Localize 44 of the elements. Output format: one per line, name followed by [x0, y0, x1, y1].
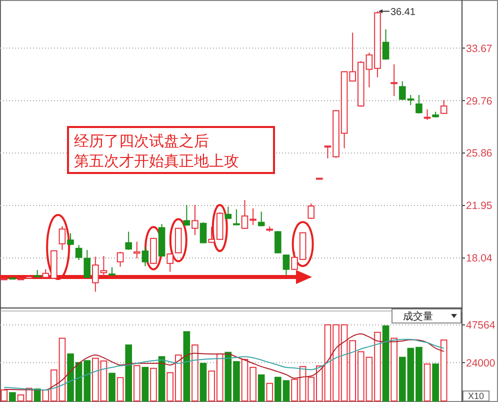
candlestick [440, 100, 448, 114]
bar [158, 356, 166, 402]
y-tick-label: 47564 [466, 320, 496, 332]
candlestick [84, 249, 91, 278]
y-tick-label: 33.67 [466, 42, 492, 55]
candlestick [274, 230, 282, 254]
candlestick [58, 226, 66, 250]
candlestick [424, 108, 431, 120]
y-tick-label: 25.86 [466, 148, 492, 160]
bar [432, 364, 439, 402]
y-axis-title: X10 [468, 391, 484, 402]
bar [200, 362, 207, 402]
candlestick [258, 211, 265, 227]
bar [108, 372, 116, 402]
y-tick-label: 18.04 [466, 252, 492, 265]
candlestick [192, 204, 198, 236]
candlestick [200, 222, 207, 244]
bar [142, 366, 149, 402]
bar [258, 374, 265, 402]
y-tick-label: 21.95 [466, 200, 492, 212]
candlestick [133, 241, 140, 259]
candlestick [166, 252, 174, 272]
candlestick [416, 94, 422, 114]
annotation: 第五次才开始真正地上攻 [74, 152, 239, 170]
candlestick [233, 208, 240, 226]
candlestick [142, 246, 149, 267]
candlestick [308, 203, 315, 220]
candlestick [125, 231, 132, 250]
candlestick [224, 206, 232, 220]
annotation: 36.41 [390, 6, 416, 18]
annotation: 成交量 [403, 310, 433, 322]
candlestick [282, 254, 290, 276]
y-tick-label: 29.76 [466, 95, 492, 108]
candlestick [390, 64, 398, 97]
bar [125, 344, 132, 402]
candlestick [75, 244, 82, 261]
candlestick [183, 204, 190, 226]
bar [183, 331, 190, 402]
bar [9, 392, 16, 402]
bar [382, 325, 390, 402]
y-tick-label: 24000 [466, 357, 496, 370]
annotation: 经历了四次试盘之后 [74, 132, 209, 150]
candlestick [116, 251, 124, 268]
candlestick [382, 28, 390, 60]
